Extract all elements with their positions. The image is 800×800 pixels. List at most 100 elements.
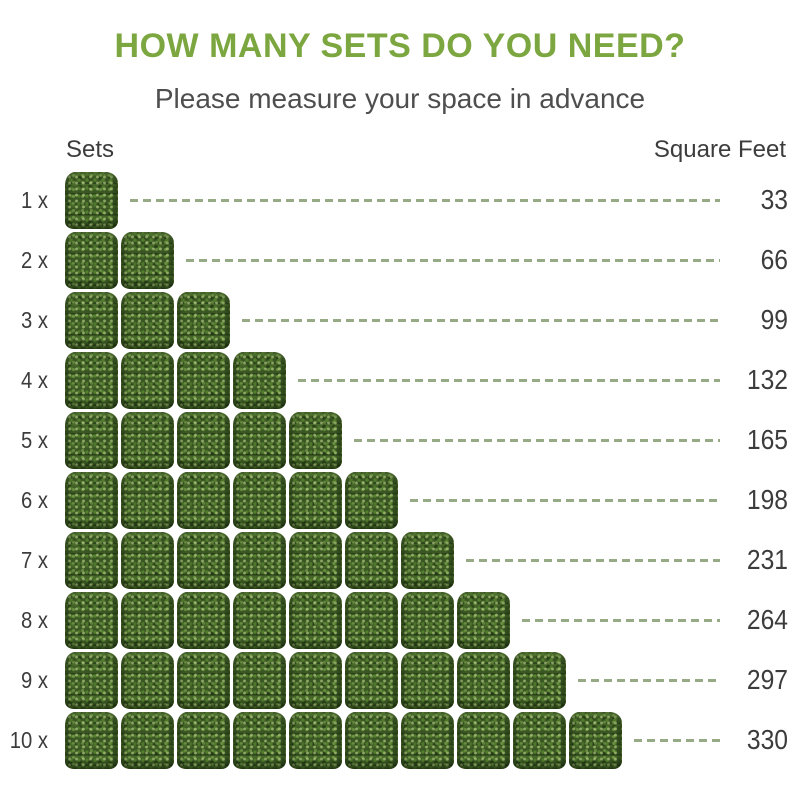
dashed-connector-line [186, 258, 720, 262]
hedge-icon-group [65, 171, 118, 229]
hedge-panel-icon [121, 651, 174, 709]
dashed-connector-line [634, 738, 720, 742]
hedge-panel-icon [121, 291, 174, 349]
hedge-panel-icon [513, 651, 566, 709]
hedge-panel-icon [345, 531, 398, 589]
hedge-panel-icon [289, 651, 342, 709]
sets-count-label: 9 x [20, 666, 48, 693]
hedge-panel-icon [289, 471, 342, 529]
dashed-connector-line [298, 378, 720, 382]
dashed-connector-line [578, 678, 720, 682]
page-subtitle: Please measure your space in advance [154, 83, 646, 114]
hedge-panel-icon [233, 651, 286, 709]
dashed-connector-line [466, 558, 720, 562]
hedge-icon-group [65, 351, 286, 409]
hedge-panel-icon [233, 531, 286, 589]
square-feet-value: 33 [760, 184, 788, 215]
hedge-panel-icon [65, 291, 118, 349]
dashed-connector-line [354, 438, 720, 442]
hedge-panel-icon [345, 591, 398, 649]
hedge-icon-group [65, 471, 398, 529]
hedge-panel-icon [289, 411, 342, 469]
square-feet-value: 231 [746, 544, 788, 575]
sets-count-label: 1 x [20, 186, 48, 213]
pictograph-row: 7 x 231 [0, 530, 800, 590]
hedge-panel-icon [289, 711, 342, 769]
pictograph-row: 2 x 66 [0, 230, 800, 290]
hedge-panel-icon [65, 531, 118, 589]
hedge-panel-icon [177, 351, 230, 409]
hedge-panel-icon [289, 531, 342, 589]
hedge-panel-icon [65, 231, 118, 289]
hedge-icon-group [65, 651, 566, 709]
hedge-panel-icon [121, 471, 174, 529]
sets-count-label: 5 x [20, 426, 48, 453]
hedge-icon-group [65, 411, 342, 469]
hedge-panel-icon [121, 411, 174, 469]
sets-count-label: 8 x [20, 606, 48, 633]
column-headers: Sets Square Feet [0, 136, 800, 164]
dashed-connector-line [130, 198, 720, 202]
square-feet-value: 264 [746, 604, 788, 635]
hedge-panel-icon [177, 711, 230, 769]
sets-count-label: 2 x [20, 246, 48, 273]
hedge-panel-icon [457, 651, 510, 709]
hedge-panel-icon [121, 531, 174, 589]
hedge-icon-group [65, 291, 230, 349]
sets-count-label: 4 x [20, 366, 48, 393]
dashed-connector-line [522, 618, 720, 622]
square-feet-value: 330 [746, 724, 788, 755]
pictograph-row: 8 x 264 [0, 590, 800, 650]
hedge-panel-icon [177, 411, 230, 469]
hedge-panel-icon [177, 651, 230, 709]
hedge-panel-icon [65, 651, 118, 709]
square-feet-value: 198 [746, 484, 788, 515]
pictograph-row: 5 x 165 [0, 410, 800, 470]
hedge-panel-icon [233, 351, 286, 409]
page-title: HOW MANY SETS DO YOU NEED? [114, 27, 686, 65]
pictograph-row: 4 x 132 [0, 350, 800, 410]
hedge-panel-icon [289, 591, 342, 649]
pictograph-row: 9 x 297 [0, 650, 800, 710]
sets-count-label: 6 x [20, 486, 48, 513]
sets-count-label: 7 x [20, 546, 48, 573]
hedge-panel-icon [401, 591, 454, 649]
hedge-panel-icon [345, 471, 398, 529]
hedge-panel-icon [121, 591, 174, 649]
hedge-panel-icon [177, 591, 230, 649]
hedge-icon-group [65, 231, 174, 289]
dashed-connector-line [410, 498, 720, 502]
square-feet-value: 132 [746, 364, 788, 395]
hedge-panel-icon [65, 711, 118, 769]
pictograph-row: 3 x 99 [0, 290, 800, 350]
hedge-panel-icon [233, 411, 286, 469]
hedge-panel-icon [65, 591, 118, 649]
pictograph-row: 6 x 198 [0, 470, 800, 530]
square-feet-value: 165 [746, 424, 788, 455]
hedge-panel-icon [345, 711, 398, 769]
hedge-panel-icon [401, 531, 454, 589]
column-header-square-feet: Square Feet [653, 136, 786, 163]
hedge-icon-group [65, 711, 622, 769]
dashed-connector-line [242, 318, 720, 322]
hedge-panel-icon [121, 231, 174, 289]
hedge-panel-icon [121, 351, 174, 409]
hedge-panel-icon [513, 711, 566, 769]
column-header-sets: Sets [66, 136, 115, 163]
hedge-panel-icon [401, 651, 454, 709]
hedge-panel-icon [457, 711, 510, 769]
hedge-panel-icon [65, 411, 118, 469]
pictograph-rows: 1 x 33 2 x 66 3 x 99 4 x 132 5 x 165 6 x 198 7 x 231 8… [0, 170, 800, 770]
hedge-panel-icon [177, 471, 230, 529]
hedge-panel-icon [65, 471, 118, 529]
hedge-panel-icon [177, 531, 230, 589]
pictograph-row: 10 x 330 [0, 710, 800, 770]
hedge-panel-icon [569, 711, 622, 769]
hedge-icon-group [65, 591, 510, 649]
hedge-panel-icon [345, 651, 398, 709]
hedge-panel-icon [177, 291, 230, 349]
hedge-icon-group [65, 531, 454, 589]
hedge-panel-icon [121, 711, 174, 769]
hedge-panel-icon [65, 351, 118, 409]
